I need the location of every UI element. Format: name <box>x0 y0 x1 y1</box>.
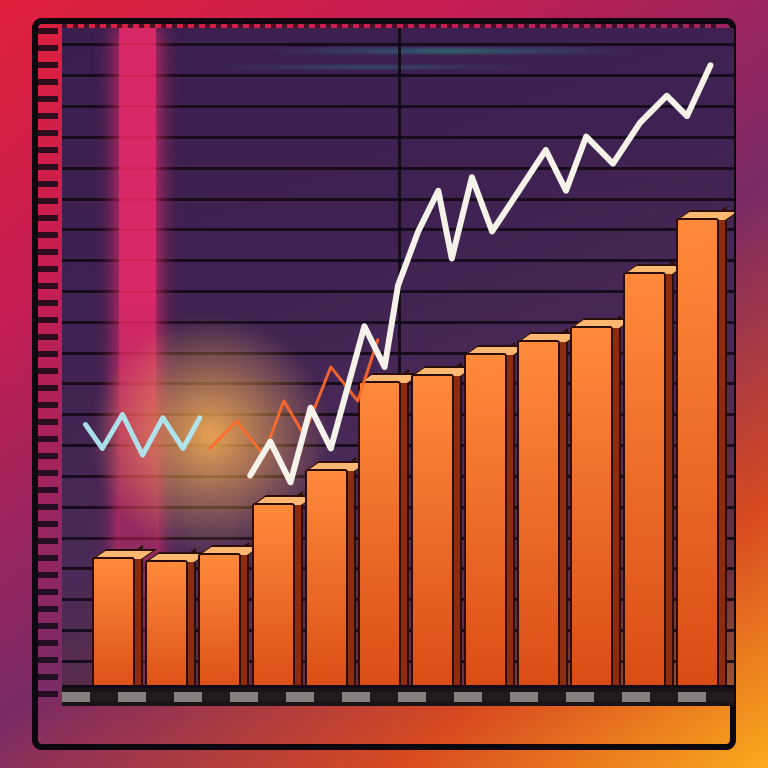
line-series-overlay <box>62 28 734 706</box>
x-axis-base-strip <box>62 685 734 706</box>
chart-canvas <box>0 0 768 768</box>
plot-area <box>62 28 734 706</box>
chart-frame <box>32 18 736 750</box>
top-edge-ticks <box>62 20 734 28</box>
